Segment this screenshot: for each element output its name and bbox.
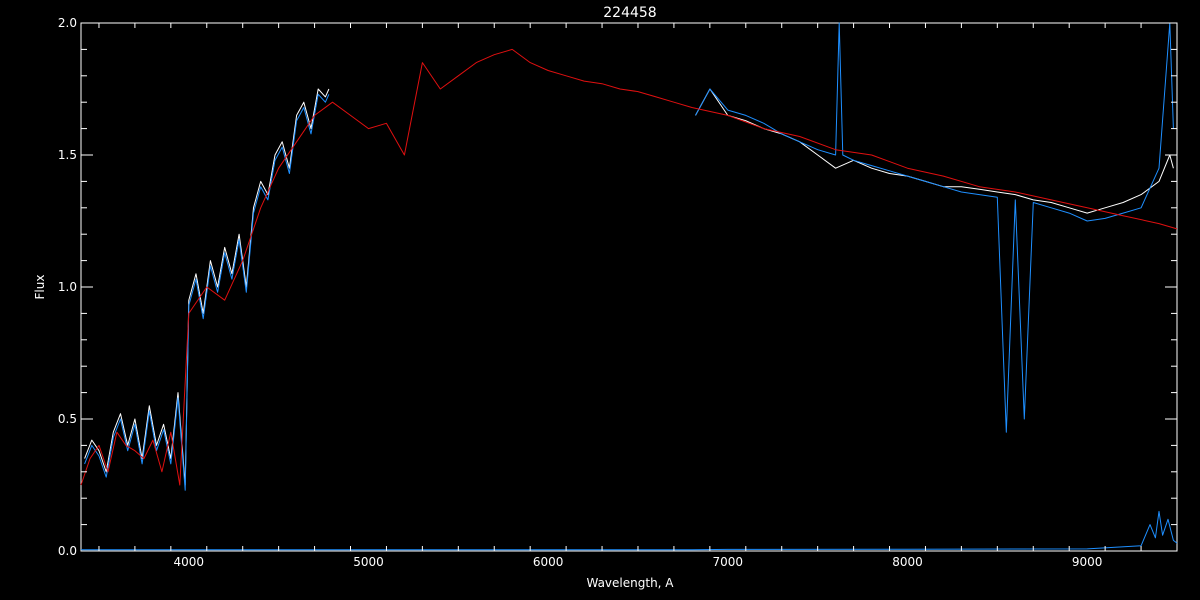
x-tick-label: 6000 xyxy=(533,555,564,569)
x-axis: 4000 5000 6000 7000 8000 9000 xyxy=(98,23,1178,569)
series-line-observed_overlay_blue xyxy=(84,93,330,491)
series-line-model xyxy=(80,48,1178,486)
y-tick-label: 1.0 xyxy=(58,280,77,294)
x-axis-label: Wavelength, A xyxy=(586,576,674,590)
y-axis-label: Flux xyxy=(33,275,47,300)
y-tick-label: 1.5 xyxy=(58,148,77,162)
x-tick-label: 5000 xyxy=(353,555,384,569)
series-line-observed_red_segment xyxy=(695,88,1174,214)
x-tick-label: 8000 xyxy=(892,555,923,569)
x-tick-label: 9000 xyxy=(1072,555,1103,569)
y-tick-label: 0.0 xyxy=(58,544,77,558)
x-tick-label: 4000 xyxy=(174,555,205,569)
x-tick-label: 7000 xyxy=(713,555,744,569)
chart-title: 224458 xyxy=(603,5,656,21)
y-tick-label: 2.0 xyxy=(58,16,77,30)
series-line-observed_overlay_red xyxy=(695,22,1174,433)
series-line-error xyxy=(81,510,1178,551)
y-axis: 0.0 0.5 1.0 1.5 2.0 xyxy=(58,16,1177,558)
series-layer xyxy=(80,22,1178,551)
y-tick-label: 0.5 xyxy=(58,412,77,426)
